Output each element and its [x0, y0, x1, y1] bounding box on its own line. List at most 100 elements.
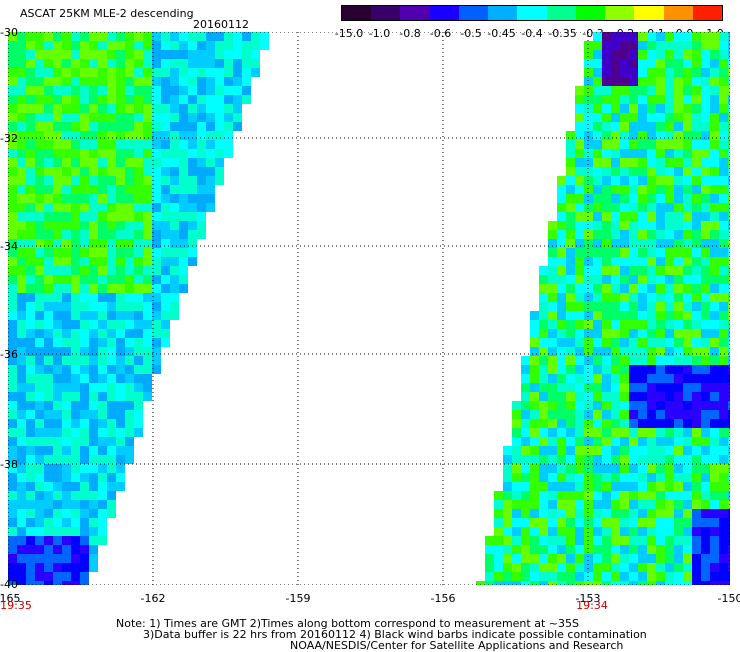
swath-cell [701, 221, 710, 230]
swath-cell [8, 167, 17, 176]
longitude-label: -150 [717, 592, 740, 605]
swath-cell [116, 194, 125, 203]
swath-cell [710, 572, 719, 581]
swath-cell [683, 104, 692, 113]
swath-cell [548, 311, 557, 320]
swath-cell [116, 140, 125, 149]
swath-cell [62, 266, 71, 275]
swath-cell [494, 509, 503, 518]
swath-cell [80, 446, 89, 455]
swath-cell [674, 68, 683, 77]
swath-cell [566, 374, 575, 383]
swath-cell [593, 329, 602, 338]
swath-cell [638, 266, 647, 275]
swath-cell [539, 446, 548, 455]
swath-cell [548, 257, 557, 266]
swath-cell [107, 77, 116, 86]
swath-cell [233, 95, 242, 104]
swath-cell [44, 275, 53, 284]
swath-cell [530, 374, 539, 383]
swath-cell [71, 374, 80, 383]
swath-cell [152, 347, 161, 356]
swath-cell [116, 329, 125, 338]
swath-cell [503, 518, 512, 527]
swath-cell [593, 257, 602, 266]
swath-cell [719, 383, 728, 392]
swath-cell [710, 41, 719, 50]
colorbar-label: -0.6 [429, 27, 452, 40]
swath-cell [215, 86, 224, 95]
swath-cell [224, 140, 233, 149]
swath-cell [611, 113, 620, 122]
swath-cell [125, 113, 134, 122]
swath-cell [602, 77, 611, 86]
swath-cell [710, 329, 719, 338]
swath-cell [53, 293, 62, 302]
swath-cell [539, 302, 548, 311]
swath-cell [674, 545, 683, 554]
swath-cell [557, 311, 566, 320]
swath-cell [728, 518, 730, 527]
swath-cell [26, 527, 35, 536]
swath-cell [683, 329, 692, 338]
swath-cell [620, 554, 629, 563]
swath-cell [674, 392, 683, 401]
swath-cell [683, 383, 692, 392]
swath-cell [656, 455, 665, 464]
swath-cell [71, 248, 80, 257]
swath-cell [602, 563, 611, 572]
swath-cell [53, 545, 62, 554]
swath-cell [188, 167, 197, 176]
swath-cell [728, 176, 730, 185]
swath-cell [107, 176, 116, 185]
swath-cell [107, 347, 116, 356]
swath-cell [620, 293, 629, 302]
swath-cell [719, 266, 728, 275]
swath-cell [575, 545, 584, 554]
swath-cell [530, 536, 539, 545]
swath-cell [71, 320, 80, 329]
swath-cell [494, 554, 503, 563]
swath-cell [719, 284, 728, 293]
swath-cell [674, 230, 683, 239]
swath-cell [620, 374, 629, 383]
swath-cell [98, 59, 107, 68]
swath-cell [89, 419, 98, 428]
swath-cell [98, 419, 107, 428]
swath-cell [620, 68, 629, 77]
swath-cell [188, 122, 197, 131]
swath-cell [593, 509, 602, 518]
swath-cell [143, 257, 152, 266]
swath-cell [710, 419, 719, 428]
swath-cell [728, 41, 730, 50]
swath-cell [701, 320, 710, 329]
swath-cell [701, 302, 710, 311]
swath-cell [107, 455, 116, 464]
swath-cell [557, 536, 566, 545]
swath-cell [656, 491, 665, 500]
swath-cell [17, 356, 26, 365]
swath-cell [557, 455, 566, 464]
swath-cell [107, 50, 116, 59]
swath-cell [647, 356, 656, 365]
swath-cell [692, 68, 701, 77]
swath-cell [134, 113, 143, 122]
swath-cell [674, 248, 683, 257]
swath-cell [98, 104, 107, 113]
swath-cell [8, 500, 17, 509]
swath-cell [575, 248, 584, 257]
swath-cell [701, 419, 710, 428]
swath-cell [665, 446, 674, 455]
swath-cell [116, 203, 125, 212]
swath-cell [80, 248, 89, 257]
swath-cell [647, 257, 656, 266]
swath-cell [17, 428, 26, 437]
swath-cell [44, 32, 53, 41]
swath-cell [125, 428, 134, 437]
swath-cell [629, 563, 638, 572]
swath-cell [575, 86, 584, 95]
swath-cell [602, 104, 611, 113]
swath-cell [575, 185, 584, 194]
swath-cell [107, 320, 116, 329]
swath-cell [107, 122, 116, 131]
